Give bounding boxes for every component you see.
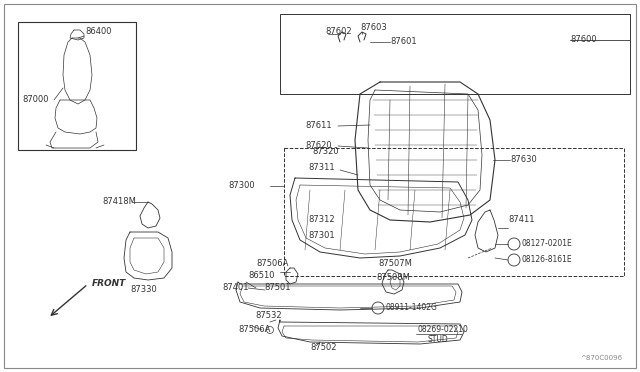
Text: 87401: 87401: [222, 283, 248, 292]
Text: ^870C0096: ^870C0096: [580, 355, 622, 361]
Text: 87620: 87620: [305, 141, 332, 151]
Text: 87411: 87411: [508, 215, 534, 224]
Text: 87502: 87502: [310, 343, 337, 353]
Bar: [284, 148, 624, 276]
Text: 87320: 87320: [312, 148, 339, 157]
Text: 87506A: 87506A: [238, 326, 270, 334]
Text: 87507M: 87507M: [378, 260, 412, 269]
Text: 87000: 87000: [22, 96, 49, 105]
Text: STUD: STUD: [428, 336, 449, 344]
Text: 87602: 87602: [325, 28, 351, 36]
Text: 08911-1402G: 08911-1402G: [386, 304, 438, 312]
Text: 86510: 86510: [248, 272, 275, 280]
Text: 87532: 87532: [255, 311, 282, 321]
Text: 86400: 86400: [85, 28, 111, 36]
Text: 87601: 87601: [390, 38, 417, 46]
Text: 87418M: 87418M: [102, 198, 136, 206]
Text: 87600: 87600: [570, 35, 596, 45]
Text: 08126-8161E: 08126-8161E: [522, 256, 573, 264]
Text: 87312: 87312: [308, 215, 335, 224]
Text: 08127-0201E: 08127-0201E: [522, 240, 573, 248]
Text: 87611: 87611: [305, 122, 332, 131]
Text: 87630: 87630: [510, 155, 537, 164]
Text: 87301: 87301: [308, 231, 335, 241]
Text: 87508M: 87508M: [376, 273, 410, 282]
Text: 87603: 87603: [360, 23, 387, 32]
Text: 87311: 87311: [308, 164, 335, 173]
Text: 87501: 87501: [264, 283, 291, 292]
Text: 87300: 87300: [228, 182, 255, 190]
Text: 08269-02210: 08269-02210: [418, 326, 469, 334]
Text: FRONT: FRONT: [92, 279, 126, 289]
Text: 87506A: 87506A: [256, 260, 289, 269]
Bar: [18, 22, 136, 150]
Text: 87330: 87330: [130, 285, 157, 295]
Bar: [280, 14, 630, 94]
